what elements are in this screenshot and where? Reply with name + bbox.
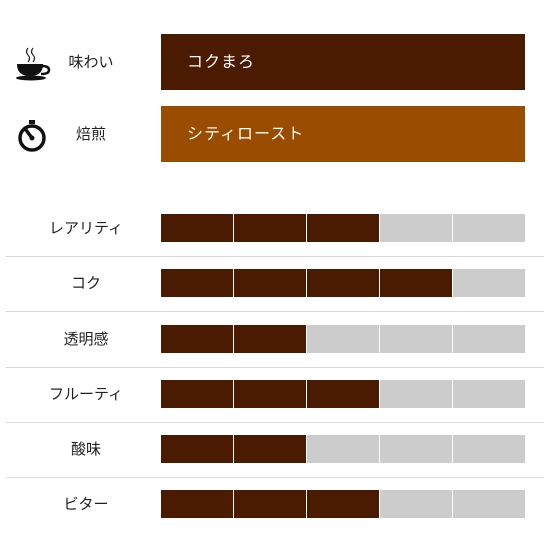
rating-segment-filled: [307, 269, 380, 297]
rating-row: 酸味: [0, 422, 550, 476]
timer-icon: [18, 120, 46, 152]
rating-segment-empty: [453, 214, 525, 242]
rating-segment-empty: [453, 269, 525, 297]
rating-label: 酸味: [70, 440, 101, 458]
rating-bar: [161, 214, 525, 242]
rating-segment-filled: [234, 325, 307, 353]
rating-bar: [161, 325, 525, 353]
rating-row: フルーティ: [0, 367, 550, 421]
row-divider: [6, 422, 544, 423]
rating-segment-filled: [161, 269, 234, 297]
rating-label: 透明感: [63, 330, 109, 348]
rating-bar: [161, 380, 525, 408]
row-divider: [6, 477, 544, 478]
rating-row: 透明感: [0, 312, 550, 366]
rating-bar: [161, 435, 525, 463]
rating-segment-empty: [307, 325, 380, 353]
rating-segment-empty: [453, 325, 525, 353]
rating-segment-filled: [234, 435, 307, 463]
rating-segment-filled: [161, 380, 234, 408]
rating-segment-empty: [453, 490, 525, 518]
rating-row: ビター: [0, 477, 550, 531]
rating-label: フルーティ: [48, 385, 124, 403]
rating-segment-filled: [161, 490, 234, 518]
rating-row: レアリティ: [0, 201, 550, 255]
rating-segment-empty: [453, 380, 525, 408]
rating-bar: [161, 490, 525, 518]
roast-label: 焙煎: [75, 125, 106, 143]
row-divider: [6, 367, 544, 368]
flavor-value: コクまろ: [161, 34, 525, 90]
rating-segment-filled: [307, 214, 380, 242]
rating-label: コク: [70, 274, 101, 292]
rating-segment-filled: [380, 269, 453, 297]
rating-segment-filled: [161, 325, 234, 353]
coffee-cup-icon: [16, 47, 51, 81]
rating-segment-filled: [234, 380, 307, 408]
rating-segment-filled: [234, 269, 307, 297]
rating-label: レアリティ: [48, 219, 124, 237]
rating-segment-filled: [307, 380, 380, 408]
rating-segment-empty: [380, 435, 453, 463]
rating-segment-filled: [161, 435, 234, 463]
flavor-label: 味わい: [68, 53, 114, 71]
roast-value: シティロースト: [161, 106, 525, 162]
rating-bar: [161, 269, 525, 297]
row-divider: [6, 311, 544, 312]
rating-segment-empty: [380, 214, 453, 242]
rating-segment-empty: [380, 325, 453, 353]
rating-segment-filled: [234, 490, 307, 518]
rating-segment-empty: [453, 435, 525, 463]
rating-segment-filled: [307, 490, 380, 518]
rating-segment-empty: [307, 435, 380, 463]
rating-segment-empty: [380, 490, 453, 518]
rating-segment-filled: [161, 214, 234, 242]
roast-row: 焙煎 シティロースト: [0, 106, 550, 162]
row-divider: [6, 256, 544, 257]
rating-label: ビター: [63, 495, 109, 513]
flavor-row: 味わい コクまろ: [0, 34, 550, 90]
rating-row: コク: [0, 256, 550, 310]
rating-segment-empty: [380, 380, 453, 408]
rating-segment-filled: [234, 214, 307, 242]
